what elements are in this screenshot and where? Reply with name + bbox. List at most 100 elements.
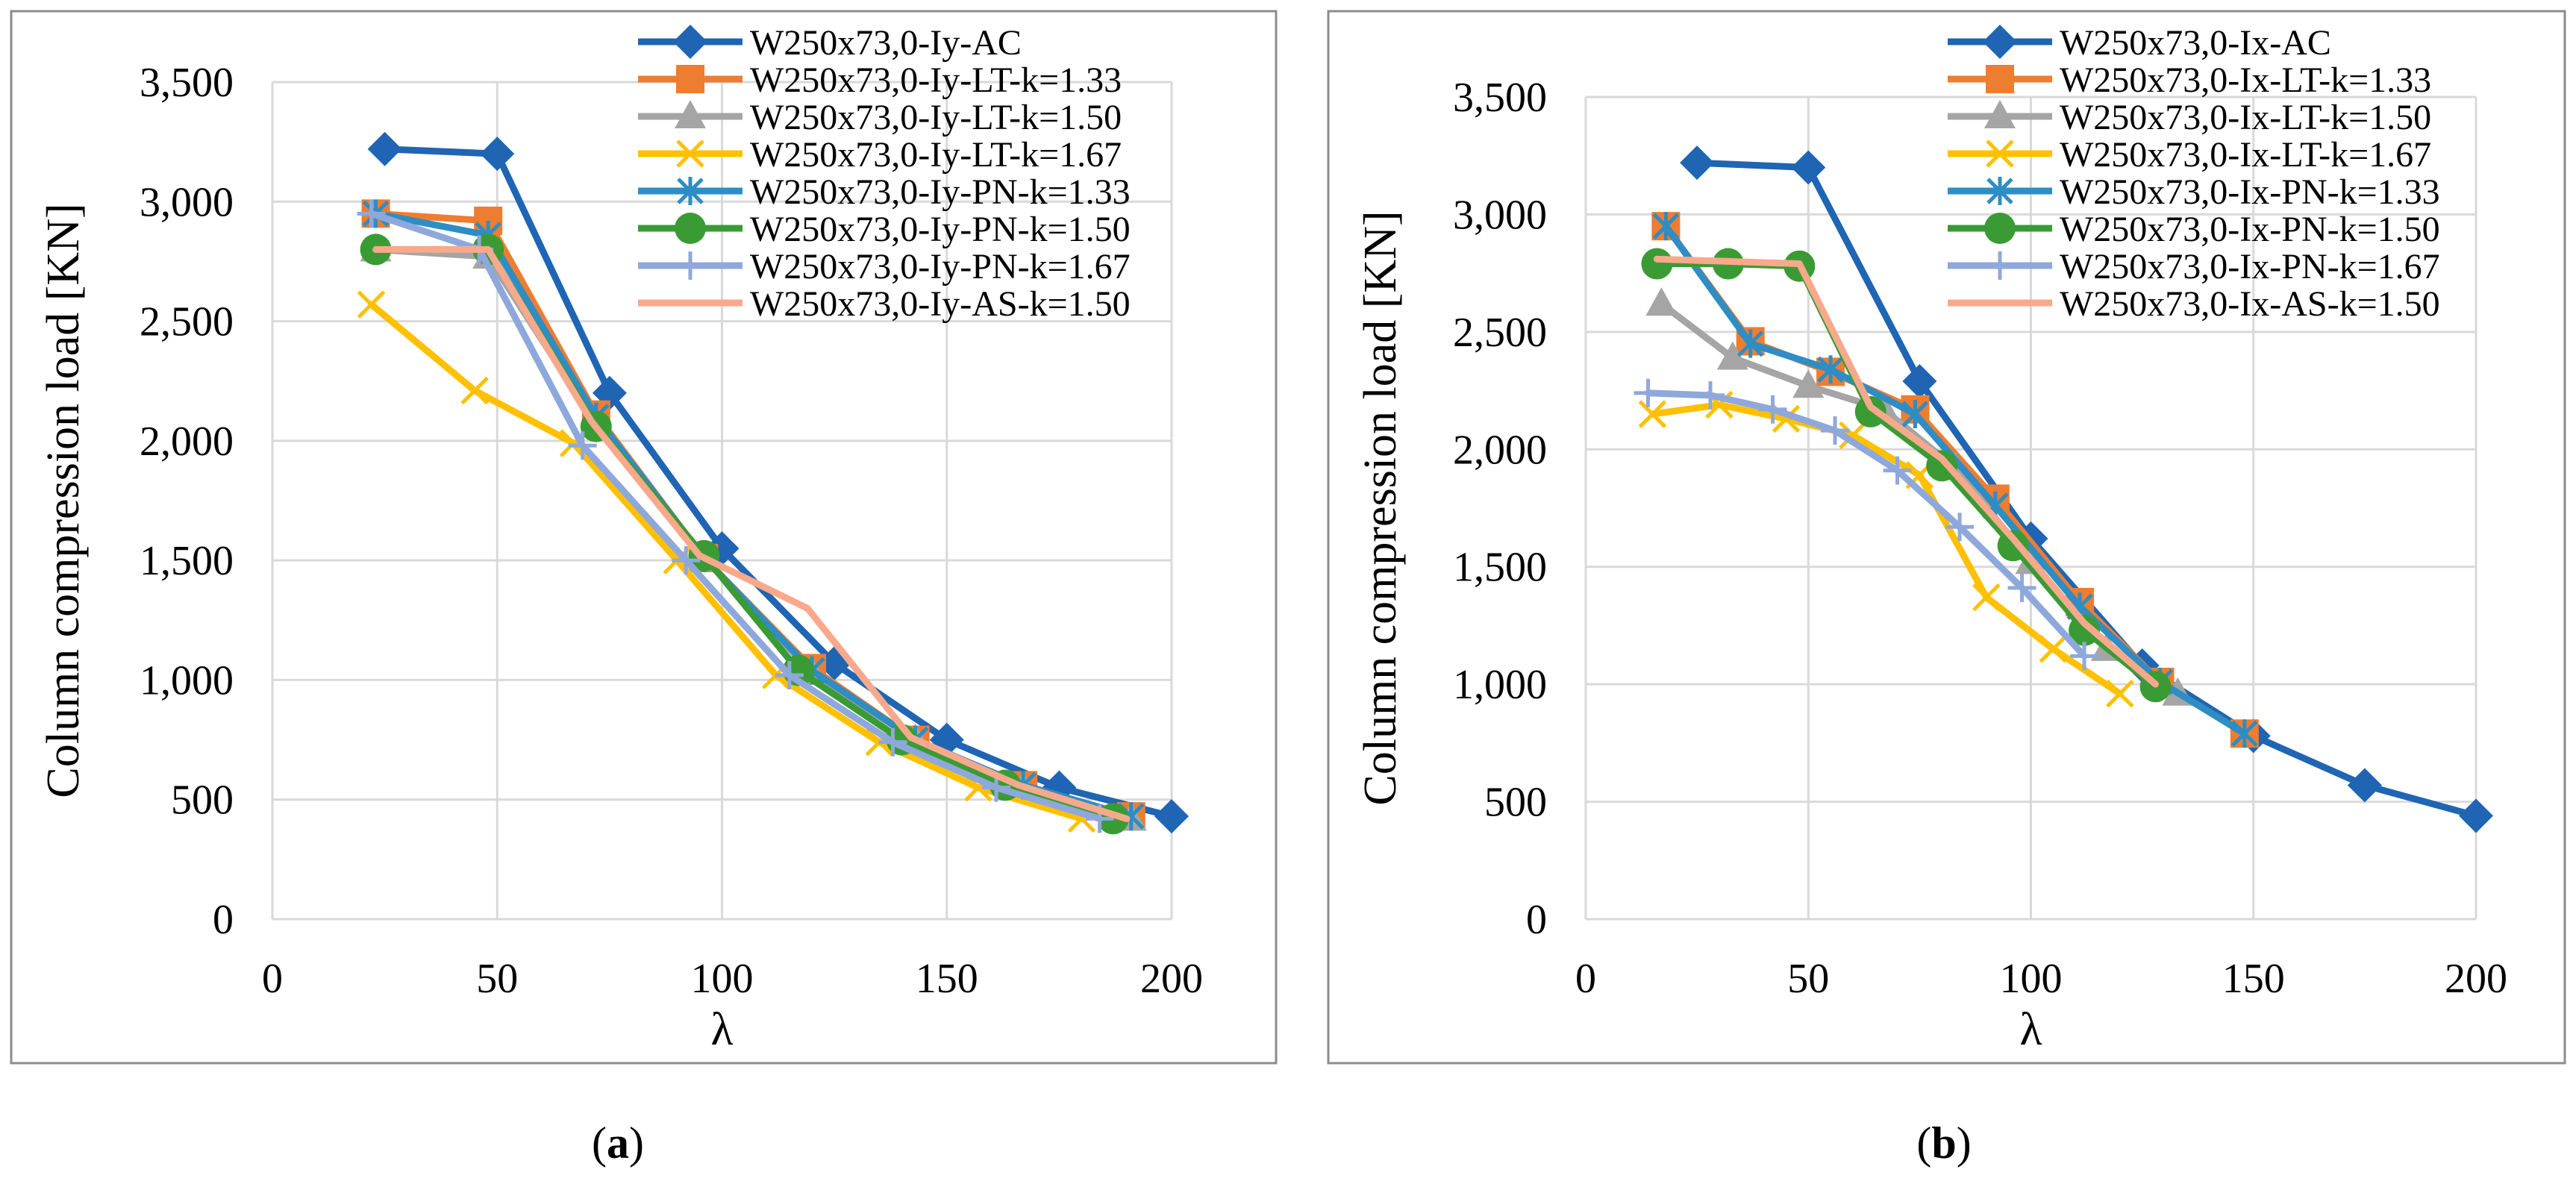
legend-item: W250x73,0-Ix-LT-k=1.33 — [1948, 60, 2431, 100]
y-axis-title: Column compression load [KN] — [1355, 210, 1406, 805]
x-axis-title: λ — [710, 1004, 733, 1055]
legend-item: W250x73,0-Iy-PN-k=1.50 — [638, 210, 1131, 249]
legend-item: W250x73,0-Iy-PN-k=1.33 — [638, 172, 1131, 212]
series-as150 — [372, 245, 1131, 822]
x-tick-label: 100 — [691, 956, 754, 1002]
data-point — [367, 131, 402, 166]
legend-label: W250x73,0-Ix-LT-k=1.50 — [2060, 98, 2431, 137]
legend-label: W250x73,0-Iy-LT-k=1.50 — [750, 98, 1122, 137]
data-point — [1645, 287, 1678, 316]
x-tick-label: 50 — [1787, 956, 1829, 1002]
y-tick-label: 1,000 — [140, 657, 234, 704]
data-point — [2459, 798, 2493, 833]
legend-swatch-marker — [677, 177, 704, 205]
x-tick-label: 50 — [476, 956, 518, 1002]
legend-swatch-marker — [1984, 213, 2016, 244]
legend-label: W250x73,0-Ix-LT-k=1.33 — [2060, 60, 2431, 100]
data-point — [1883, 456, 1912, 485]
data-point — [2070, 642, 2099, 671]
series-line — [368, 301, 1085, 822]
data-point — [1854, 395, 1886, 427]
legend-item: W250x73,0-Ix-PN-k=1.67 — [1948, 247, 2440, 286]
series-line — [1645, 389, 2088, 660]
y-tick-label: 2,500 — [1453, 310, 1547, 356]
data-point — [1997, 530, 2029, 562]
legend-label: W250x73,0-Iy-PN-k=1.50 — [750, 210, 1131, 249]
panel-label-a: (a) — [592, 1118, 644, 1168]
legend-item: W250x73,0-Ix-LT-k=1.67 — [1948, 135, 2431, 175]
legend-label: W250x73,0-Iy-PN-k=1.67 — [750, 247, 1131, 286]
x-tick-label: 0 — [262, 956, 283, 1002]
data-point — [1641, 248, 1673, 280]
legend-label: W250x73,0-Iy-LT-k=1.33 — [750, 60, 1122, 100]
chart-frame — [1327, 10, 2566, 1065]
legend-item: W250x73,0-Ix-AS-k=1.50 — [1948, 284, 2440, 324]
data-point — [357, 290, 386, 319]
legend-item: W250x73,0-Iy-AS-k=1.50 — [638, 284, 1131, 324]
data-point — [775, 661, 804, 690]
legend-item: W250x73,0-Iy-PN-k=1.67 — [638, 247, 1131, 286]
legend-swatch-marker — [673, 25, 707, 59]
legend-item: W250x73,0-Ix-PN-k=1.33 — [1948, 172, 2440, 212]
x-tick-label: 150 — [2222, 956, 2285, 1002]
legend-swatch-marker — [1986, 177, 2013, 205]
data-point — [1791, 150, 1826, 185]
chart-panel-a: 0 500 1,000 1,500 2,000 2,500 3,000 3,500 0 50 100… — [10, 10, 1278, 1065]
legend-label: W250x73,0-Iy-AC — [750, 23, 1022, 63]
data-point — [878, 727, 907, 757]
x-tick-label: 0 — [1575, 956, 1596, 1002]
y-tick-label: 3,500 — [1453, 75, 1547, 121]
data-point — [2039, 635, 2068, 663]
y-tick-label: 3,000 — [1453, 192, 1547, 238]
data-point — [2106, 679, 2134, 708]
data-point — [1817, 355, 1844, 384]
panel-label-b: (b) — [1916, 1118, 1971, 1168]
series-line — [1653, 255, 2159, 688]
data-point — [480, 137, 515, 172]
legend-label: W250x73,0-Ix-AC — [2060, 23, 2331, 63]
data-point — [1680, 145, 1715, 181]
data-point — [2069, 614, 2101, 646]
data-point — [1634, 378, 1663, 407]
y-tick-label: 1,500 — [140, 538, 234, 584]
data-point — [1972, 583, 2001, 612]
data-point — [2007, 574, 2036, 603]
legend-item: W250x73,0-Ix-AC — [1948, 23, 2331, 63]
data-point — [568, 431, 597, 460]
data-point — [1902, 363, 1937, 398]
legend: W250x73,0-Ix-ACW250x73,0-Ix-LT-k=1.33W25… — [1948, 23, 2440, 324]
legend-label: W250x73,0-Iy-LT-k=1.67 — [750, 135, 1122, 175]
series-line — [381, 145, 1175, 820]
data-point — [2347, 768, 2382, 803]
data-point — [1638, 400, 1667, 428]
data-point — [1696, 380, 1725, 410]
y-tick-label: 2,500 — [140, 299, 234, 345]
series-lt167 — [357, 290, 1096, 833]
x-tick-label: 150 — [916, 956, 978, 1002]
series-lt167 — [1638, 390, 2134, 708]
y-tick-label: 1,000 — [1453, 662, 1547, 708]
legend-item: W250x73,0-Iy-LT-k=1.50 — [638, 98, 1122, 137]
x-tick-label: 200 — [1140, 956, 1203, 1002]
legend-item: W250x73,0-Iy-LT-k=1.67 — [638, 135, 1122, 175]
legend-swatch-marker — [1986, 65, 2014, 93]
legend: W250x73,0-Iy-ACW250x73,0-Iy-LT-k=1.33W25… — [638, 23, 1131, 324]
data-point — [2231, 719, 2258, 748]
legend-label: W250x73,0-Ix-PN-k=1.50 — [2060, 210, 2440, 249]
y-tick-label: 1,500 — [1453, 545, 1547, 591]
x-axis-title: λ — [2019, 1004, 2042, 1055]
data-point — [1926, 450, 1958, 482]
legend-label: W250x73,0-Iy-AS-k=1.50 — [750, 284, 1131, 324]
legend-item: W250x73,0-Iy-AC — [638, 23, 1022, 63]
legend-label: W250x73,0-Ix-AS-k=1.50 — [2060, 284, 2440, 324]
legend-swatch-marker — [675, 213, 706, 244]
chart-panel-b: 0 500 1,000 1,500 2,000 2,500 3,000 3,500 0 50 100… — [1327, 10, 2566, 1065]
series-line — [372, 245, 1131, 822]
data-point — [1716, 341, 1748, 370]
series-as150 — [1653, 255, 2159, 688]
legend-label: W250x73,0-Iy-PN-k=1.33 — [750, 172, 1131, 212]
x-tick-label: 200 — [2445, 956, 2507, 1002]
y-axis-title: Column compression load [KN] — [38, 203, 89, 798]
y-tick-label: 2,000 — [140, 419, 234, 465]
legend-label: W250x73,0-Ix-PN-k=1.33 — [2060, 172, 2440, 212]
